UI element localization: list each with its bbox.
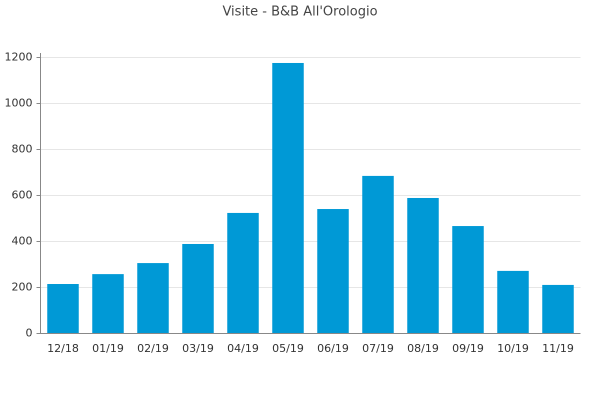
bar: [362, 175, 394, 333]
y-tick-label: 1000: [5, 97, 33, 110]
x-tick-label: 01/19: [92, 342, 124, 355]
bar: [47, 284, 79, 333]
x-tick-label: 03/19: [182, 342, 214, 355]
x-tick-label: 07/19: [362, 342, 394, 355]
x-tick-label: 10/19: [497, 342, 529, 355]
bar: [407, 197, 439, 333]
bar: [227, 212, 259, 333]
bar: [92, 274, 124, 333]
x-tick-label: 04/19: [227, 342, 259, 355]
bar: [542, 284, 574, 333]
x-tick-label: 02/19: [137, 342, 169, 355]
bar: [497, 270, 529, 333]
bar: [182, 243, 214, 333]
bar: [272, 62, 304, 333]
y-tick-label: 0: [26, 327, 33, 340]
x-tick-label: 09/19: [452, 342, 484, 355]
x-tick-label: 06/19: [317, 342, 349, 355]
y-tick-label: 200: [12, 281, 33, 294]
bar: [452, 226, 484, 333]
bar: [317, 209, 349, 333]
y-tick-label: 400: [12, 235, 33, 248]
y-tick-label: 800: [12, 143, 33, 156]
x-tick-label: 08/19: [407, 342, 439, 355]
y-tick-label: 600: [12, 189, 33, 202]
bar: [137, 263, 169, 333]
x-tick-label: 11/19: [542, 342, 574, 355]
chart-title: Visite - B&B All'Orologio: [222, 5, 377, 20]
x-tick-label: 05/19: [272, 342, 304, 355]
x-tick-label: 12/18: [47, 342, 79, 355]
y-tick-label: 1200: [5, 51, 33, 64]
